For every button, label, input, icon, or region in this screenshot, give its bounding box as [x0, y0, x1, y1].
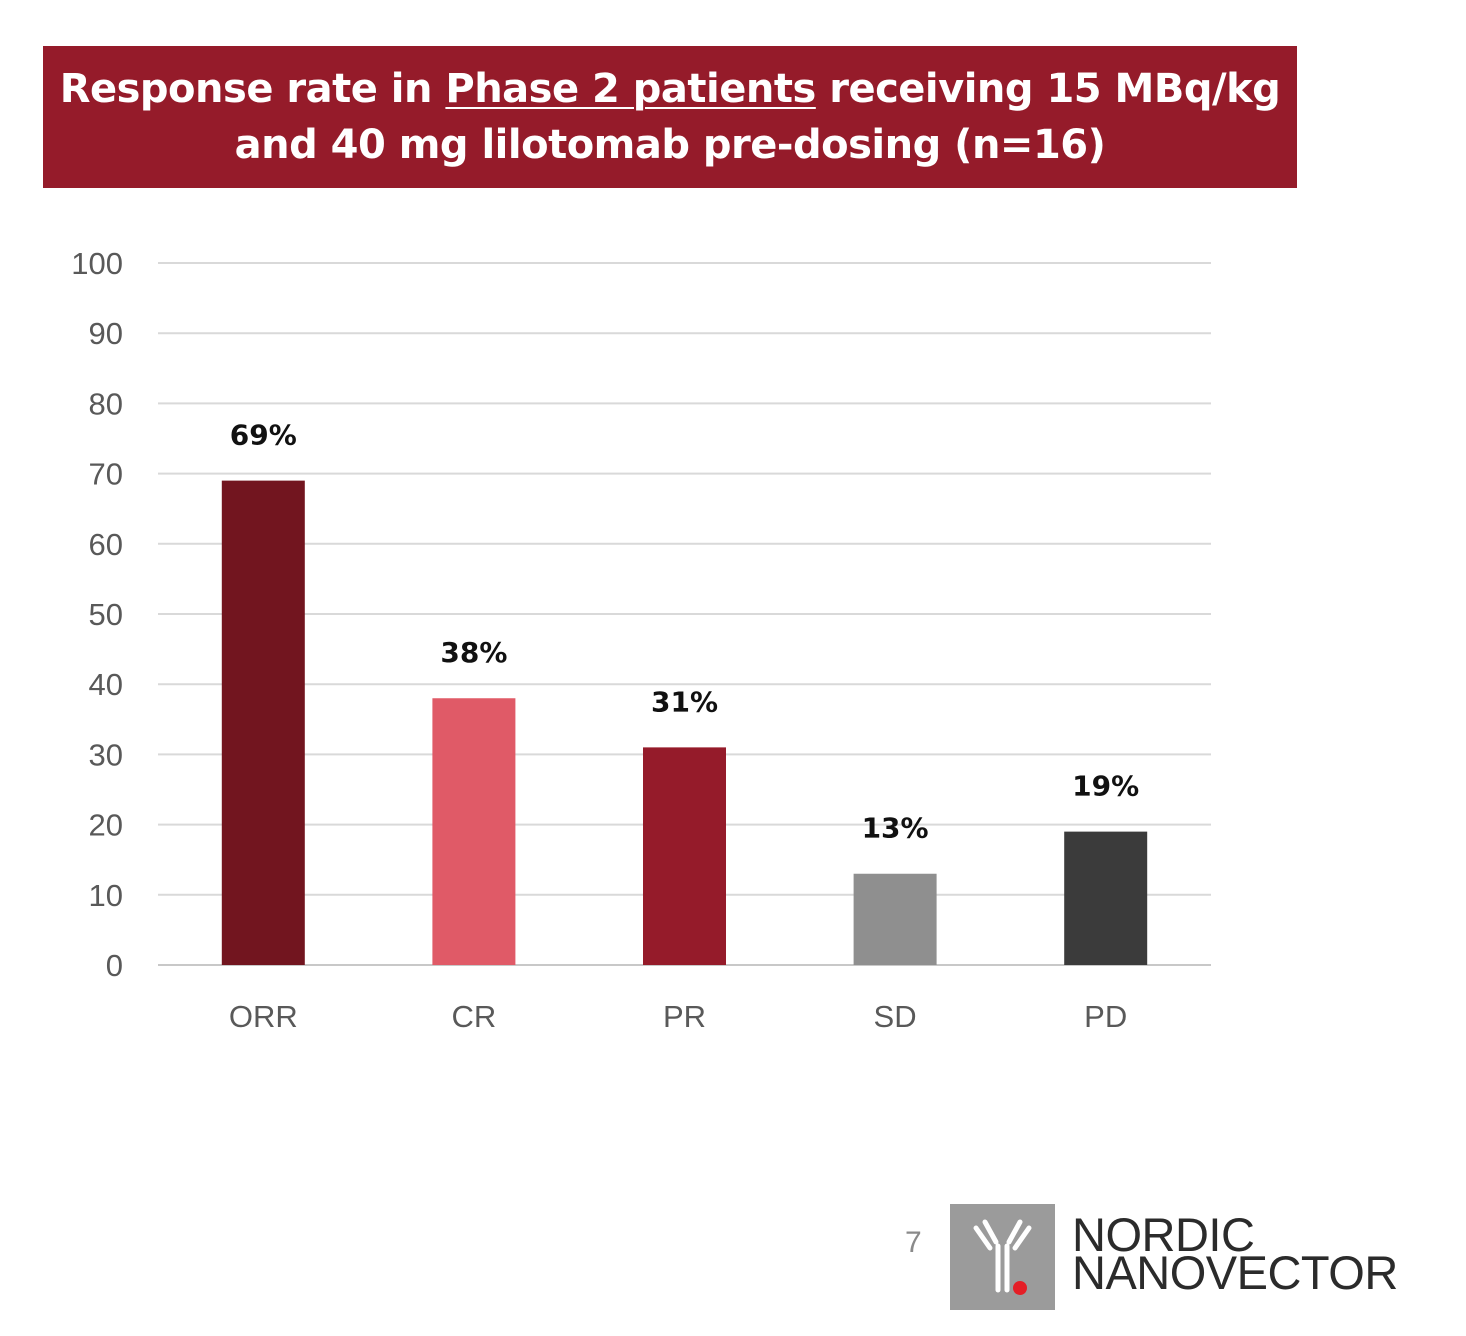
logo-wordmark: NORDIC NANOVECTOR: [1072, 1208, 1398, 1299]
bar-cr: [432, 698, 516, 965]
title-line-1: Response rate in Phase 2 patients receiv…: [60, 61, 1281, 117]
title-line-2: and 40 mg lilotomab pre-dosing (n=16): [234, 122, 1106, 168]
y-tick-label: 80: [89, 386, 123, 421]
y-tick-label: 0: [106, 948, 123, 983]
bar-pd: [1064, 831, 1148, 965]
y-tick-label: 70: [89, 457, 123, 492]
y-tick-label: 50: [89, 597, 123, 632]
x-category-label: ORR: [229, 999, 298, 1034]
y-tick-label: 60: [89, 527, 123, 562]
x-category-label: CR: [452, 999, 497, 1034]
bar-sd: [853, 873, 937, 965]
y-tick-label: 100: [71, 246, 123, 281]
data-label: 69%: [230, 419, 297, 452]
nordic-nanovector-logo-icon: [950, 1204, 1055, 1310]
title-text-before: Response rate in: [59, 66, 446, 112]
data-label: 13%: [862, 812, 929, 845]
y-tick-label: 30: [89, 737, 123, 772]
x-category-label: PR: [663, 999, 706, 1034]
data-label: 19%: [1072, 770, 1139, 803]
bar-pr: [643, 747, 726, 965]
logo-line-2: NANOVECTOR: [1072, 1246, 1398, 1299]
x-category-label: SD: [874, 999, 917, 1034]
y-tick-label: 90: [89, 316, 123, 351]
page-number: 7: [905, 1226, 922, 1259]
y-tick-label: 40: [89, 667, 123, 702]
logo-line-1: NORDIC: [1072, 1208, 1255, 1261]
x-category-label: PD: [1084, 999, 1127, 1034]
y-tick-label: 20: [89, 808, 123, 843]
title-banner: Response rate in Phase 2 patients receiv…: [43, 46, 1297, 188]
y-tick-label: 10: [89, 878, 123, 913]
data-label: 31%: [651, 685, 718, 718]
title-underlined-text: Phase 2 patients: [445, 66, 816, 112]
data-label: 38%: [440, 636, 507, 669]
bar-orr: [221, 480, 305, 965]
title-text-after: receiving 15 MBq/kg: [815, 66, 1281, 112]
